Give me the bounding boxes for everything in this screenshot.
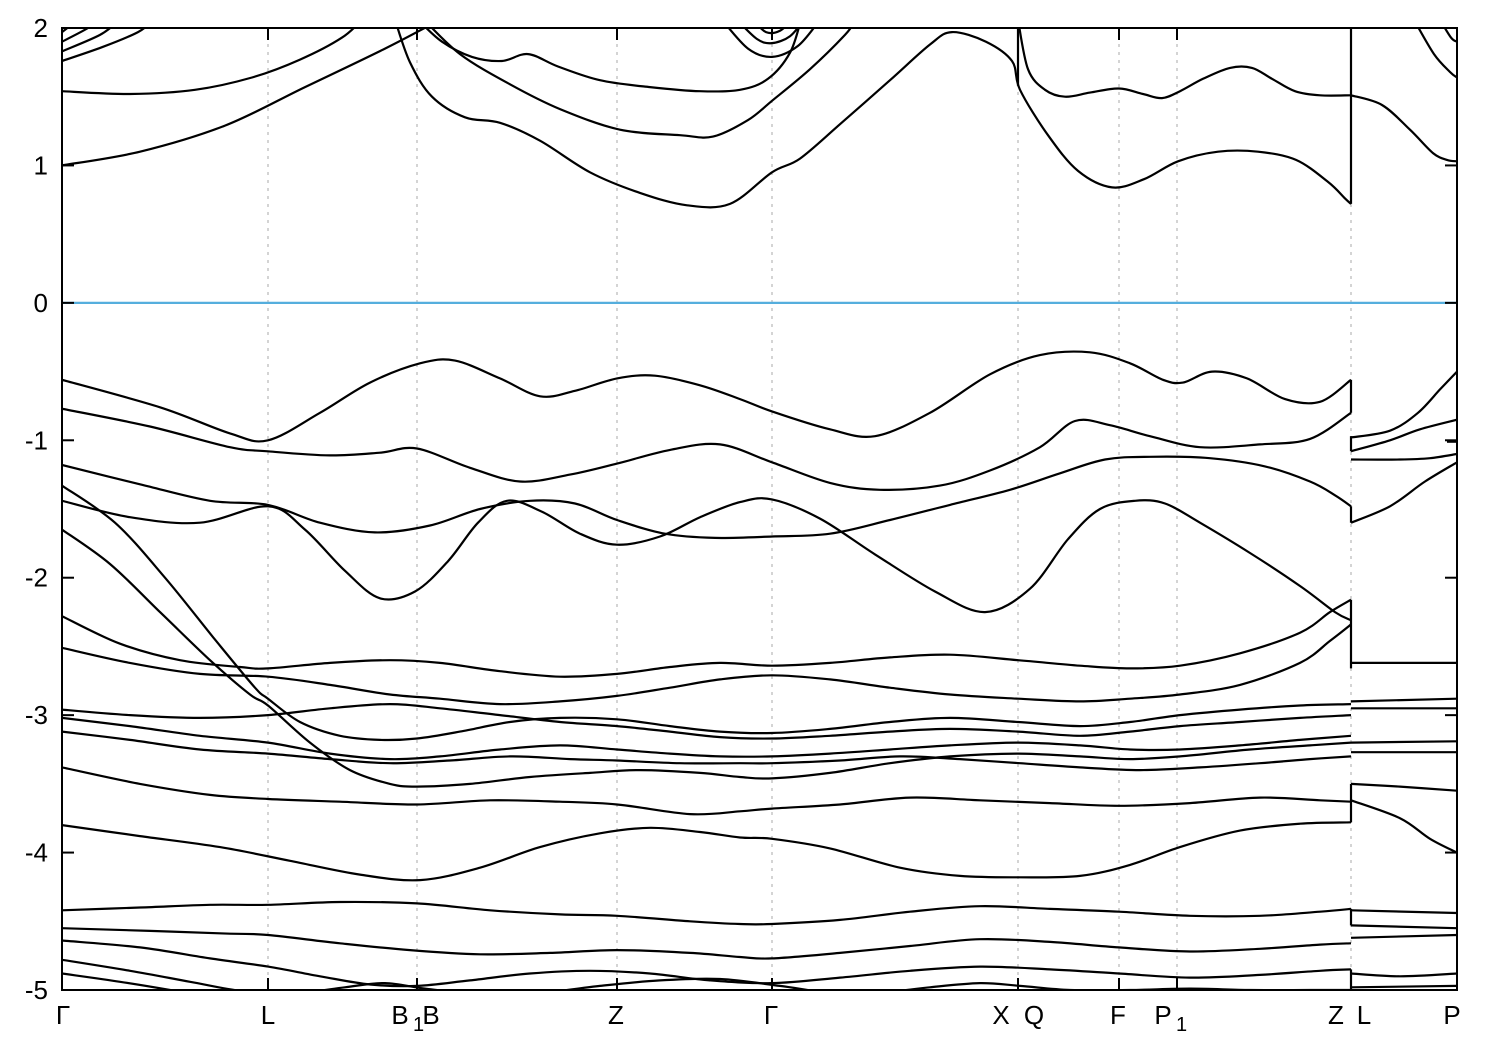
y-axis-labels: 2 1 0 -1 -2 -3 -4 -5 <box>25 13 48 1005</box>
band-cond-2 <box>62 28 427 167</box>
band-cond-gamma2-fan-c <box>759 28 786 35</box>
band-cond-gamma2-fan-a <box>727 28 816 59</box>
k-point-label: F <box>1110 1000 1126 1030</box>
band-val-1 <box>62 350 1352 443</box>
band-cond-low-arch <box>396 28 1352 209</box>
band-LP-val-15 <box>1350 972 1457 978</box>
band-cond-LP-corner-1 <box>1417 28 1457 79</box>
y-tick-label: -2 <box>25 563 48 593</box>
k-point-label: B <box>422 1000 439 1030</box>
y-tick-label: 0 <box>34 288 48 318</box>
band-cond-q-branch <box>1018 28 1352 100</box>
band-LP-val-2 <box>1350 418 1457 453</box>
k-point-label: L <box>1357 1000 1371 1030</box>
band-val-9 <box>62 703 1352 740</box>
band-LP-val-14 <box>1350 933 1457 939</box>
band-cond-1 <box>62 28 356 96</box>
y-tick-label: -1 <box>25 425 48 455</box>
band-val-12 <box>62 766 1352 816</box>
k-point-label: L <box>261 1000 275 1030</box>
y-tick-label: -5 <box>25 975 48 1005</box>
band-val-14 <box>62 900 1352 926</box>
band-val-18 <box>62 972 177 990</box>
k-point-label: B <box>391 1000 408 1030</box>
k-point-label: Γ <box>764 1000 778 1030</box>
plot-border <box>61 27 1458 991</box>
y-tick-label: 2 <box>34 13 48 43</box>
band-val-7 <box>62 598 1352 678</box>
y-tick-label: -4 <box>25 838 48 868</box>
band-cond-wiggle <box>424 28 800 93</box>
band-val-13 <box>62 821 1352 882</box>
k-point-label-subscript: 1 <box>413 1014 424 1036</box>
band-curves <box>62 28 1457 990</box>
k-point-label: Γ <box>56 1000 70 1030</box>
band-cond-LP-1 <box>1350 94 1457 163</box>
band-LP-val-16 <box>1350 984 1457 989</box>
band-val-15 <box>62 927 1352 960</box>
band-LP-val-4 <box>1350 461 1457 524</box>
band-LP-val-3 <box>1350 452 1457 461</box>
k-point-label: Z <box>1328 1000 1344 1030</box>
band-LP-val-13 <box>1350 924 1457 930</box>
k-point-label: P <box>1443 1000 1460 1030</box>
x-axis-labels: Γ L B 1B Z Γ X Q F P 1 Z L P <box>56 1000 1461 1036</box>
k-point-label: Q <box>1024 1000 1044 1030</box>
band-LP-val-8 <box>1350 740 1457 744</box>
band-LP-val-12 <box>1350 909 1457 915</box>
axis-ticks <box>61 27 1458 991</box>
band-LP-val-6 <box>1350 697 1457 703</box>
band-val-10 <box>62 716 1352 761</box>
band-val-17 <box>62 958 1351 990</box>
band-val-4 <box>62 455 1352 540</box>
band-val-2 <box>62 407 1352 491</box>
band-LP-val-1 <box>1350 370 1457 439</box>
band-cond-fan-3 <box>62 28 113 53</box>
k-point-label-subscript: 1 <box>1176 1014 1187 1036</box>
y-tick-label: 1 <box>34 150 48 180</box>
band-val-11 <box>62 730 1352 772</box>
band-cond-fan-4 <box>62 28 147 63</box>
band-val-5 <box>62 484 1352 742</box>
band-cond-LP-corner-2 <box>1443 28 1457 43</box>
k-point-label: P <box>1154 1000 1171 1030</box>
band-cond-fan-2 <box>62 28 91 43</box>
band-cond-fan-1 <box>62 28 70 33</box>
band-LP-val-10 <box>1350 782 1457 792</box>
band-cond-mid <box>430 28 853 139</box>
band-val-6 <box>62 528 1352 788</box>
band-val-8 <box>62 623 1352 706</box>
band-LP-val-11 <box>1350 799 1457 854</box>
k-point-label: Z <box>608 1000 624 1030</box>
band-cond-gamma2-fan-b <box>743 28 800 45</box>
y-tick-label: -3 <box>25 700 48 730</box>
k-point-label: X <box>992 1000 1009 1030</box>
band-val-3 <box>62 497 1352 622</box>
